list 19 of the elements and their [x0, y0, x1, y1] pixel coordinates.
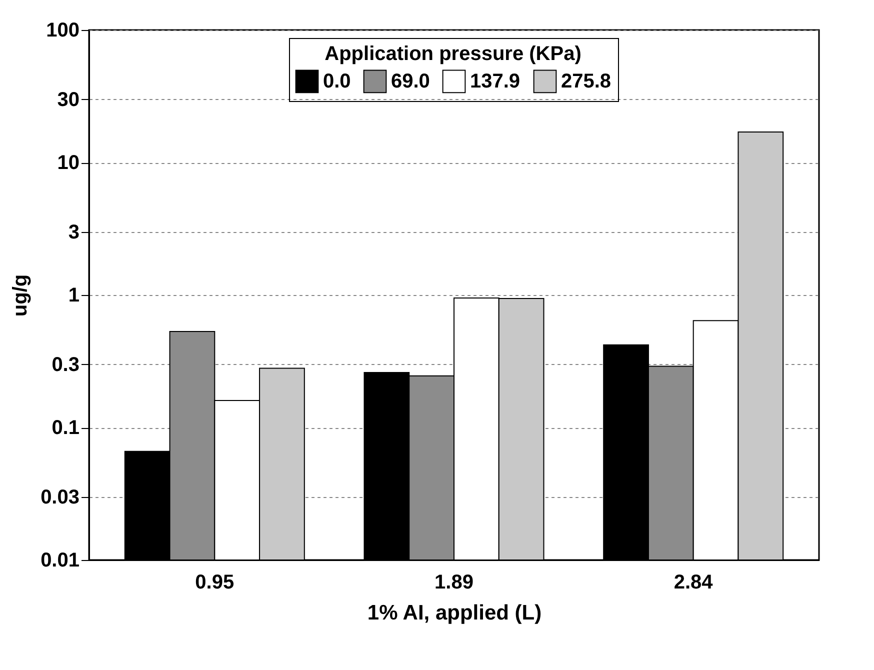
y-tick-label: 10	[57, 152, 80, 174]
y-tick-label: 0.03	[40, 486, 80, 508]
legend-label: 137.9	[470, 70, 520, 92]
legend-title: Application pressure (KPa)	[324, 43, 582, 65]
y-tick-label: 1	[68, 284, 80, 306]
y-tick-label: 30	[57, 88, 80, 111]
legend-label: 275.8	[561, 70, 612, 92]
y-tick-label: 0.01	[40, 550, 80, 572]
x-axis-title: 1% AI, applied (L)	[367, 602, 542, 624]
x-tick-label: 2.84	[674, 572, 714, 594]
x-tick-label: 1.89	[434, 572, 474, 594]
y-axis-title: ug/g	[10, 274, 32, 317]
legend-label: 0.0	[323, 70, 351, 92]
y-tick-label: 3	[68, 221, 80, 244]
legend-label: 69.0	[391, 70, 430, 92]
y-tick-label: 0.1	[52, 417, 80, 439]
y-tick-label: 100	[46, 20, 80, 42]
y-tick-label: 0.3	[52, 354, 80, 376]
x-tick-label: 0.95	[195, 572, 234, 594]
